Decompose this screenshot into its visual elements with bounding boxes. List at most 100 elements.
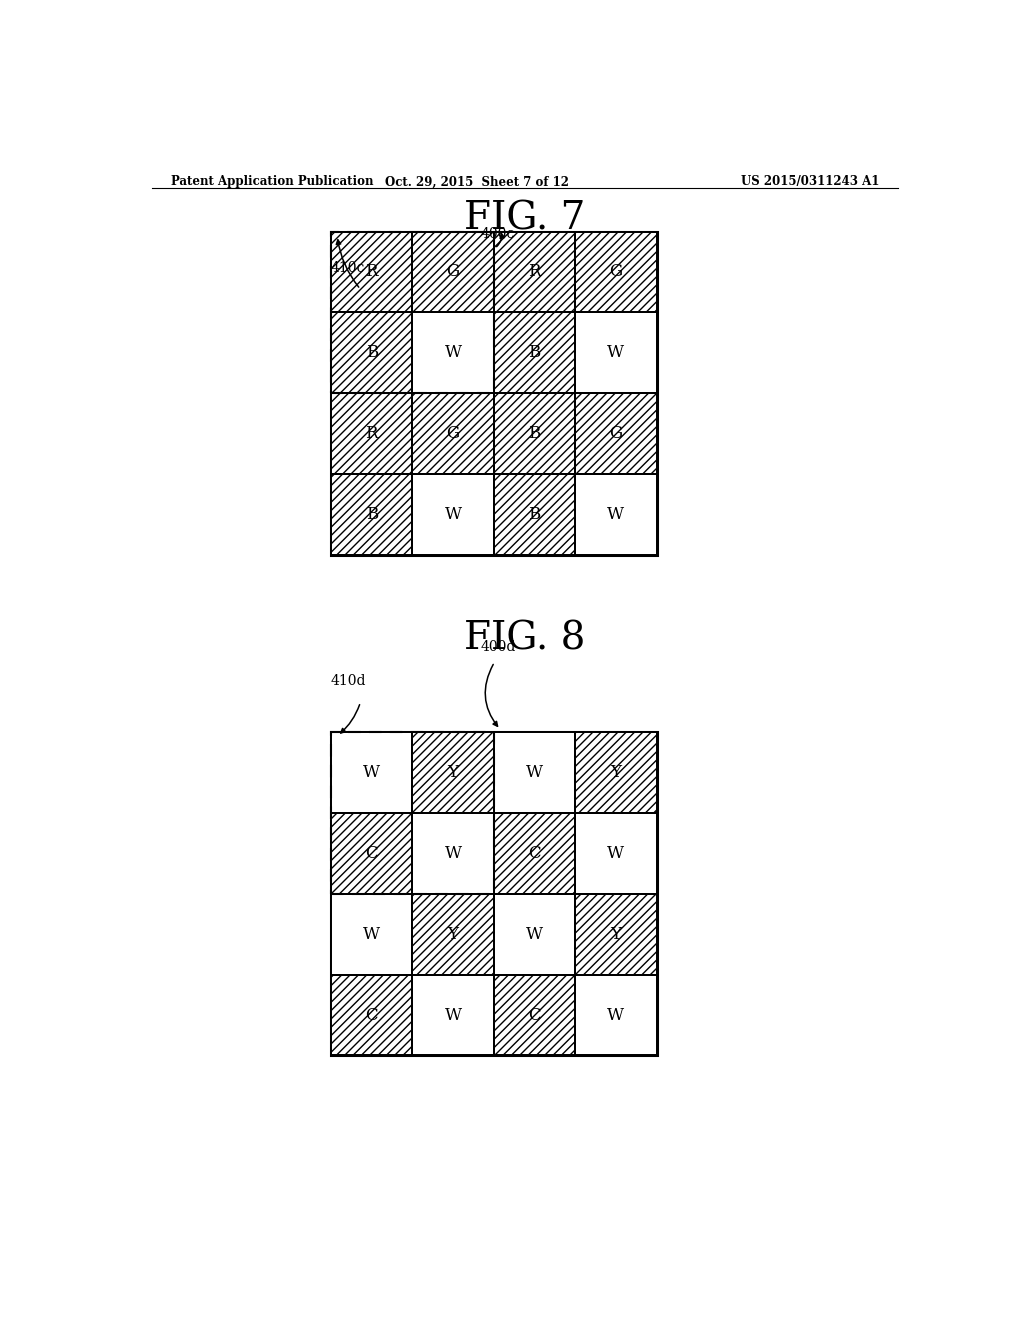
Text: C: C (528, 845, 541, 862)
Bar (331, 231, 656, 554)
Text: W: W (607, 845, 625, 862)
Bar (575, 813, 656, 894)
Text: B: B (528, 345, 541, 362)
Bar (494, 231, 575, 313)
Text: B: B (366, 345, 378, 362)
Bar (413, 974, 494, 1056)
Bar (331, 733, 656, 1056)
Bar (331, 733, 413, 813)
Bar (331, 393, 413, 474)
Bar (494, 894, 575, 974)
Text: FIG. 7: FIG. 7 (464, 201, 586, 238)
Bar (413, 894, 494, 974)
Bar (575, 813, 656, 894)
Bar (413, 231, 494, 313)
Bar (331, 474, 413, 554)
Bar (413, 313, 494, 393)
Bar (331, 813, 413, 894)
Text: W: W (526, 764, 543, 781)
Text: W: W (444, 345, 462, 362)
Text: Y: Y (610, 764, 622, 781)
Bar (494, 313, 575, 393)
Bar (413, 813, 494, 894)
Bar (575, 894, 656, 974)
Bar (575, 974, 656, 1056)
Bar (413, 894, 494, 974)
Bar (331, 974, 413, 1056)
Bar (494, 974, 575, 1056)
Bar (331, 313, 413, 393)
Bar (331, 974, 413, 1056)
Text: W: W (364, 925, 380, 942)
Text: G: G (446, 425, 460, 442)
Bar (494, 231, 575, 313)
Bar (331, 813, 413, 894)
Bar (494, 313, 575, 393)
Text: R: R (528, 264, 541, 280)
Bar (413, 974, 494, 1056)
Text: G: G (446, 264, 460, 280)
Text: Oct. 29, 2015  Sheet 7 of 12: Oct. 29, 2015 Sheet 7 of 12 (385, 176, 568, 189)
Text: 410c: 410c (331, 261, 366, 276)
Bar (331, 231, 413, 313)
Bar (575, 393, 656, 474)
Bar (494, 393, 575, 474)
Bar (413, 231, 494, 313)
Text: FIG. 8: FIG. 8 (464, 620, 586, 657)
Bar (494, 474, 575, 554)
Text: R: R (366, 425, 378, 442)
Bar (331, 894, 413, 974)
Bar (413, 393, 494, 474)
Bar (575, 733, 656, 813)
Text: W: W (607, 506, 625, 523)
Text: G: G (609, 264, 623, 280)
Bar (575, 894, 656, 974)
Bar (331, 474, 413, 554)
Text: Y: Y (447, 925, 459, 942)
Text: C: C (528, 1007, 541, 1023)
Bar (575, 474, 656, 554)
Bar (494, 974, 575, 1056)
Bar (575, 231, 656, 313)
Bar (494, 733, 575, 813)
Text: G: G (609, 425, 623, 442)
Bar (413, 733, 494, 813)
Text: C: C (366, 1007, 378, 1023)
Bar (494, 813, 575, 894)
Bar (331, 894, 413, 974)
Bar (494, 474, 575, 554)
Text: W: W (607, 1007, 625, 1023)
Bar (575, 313, 656, 393)
Text: US 2015/0311243 A1: US 2015/0311243 A1 (741, 176, 880, 189)
Bar (494, 813, 575, 894)
Bar (575, 231, 656, 313)
Bar (413, 393, 494, 474)
Text: Y: Y (447, 764, 459, 781)
Text: C: C (366, 845, 378, 862)
Bar (413, 733, 494, 813)
Text: R: R (366, 264, 378, 280)
Text: B: B (528, 506, 541, 523)
Bar (331, 733, 494, 894)
Bar (494, 733, 575, 813)
Bar (575, 974, 656, 1056)
Bar (413, 474, 494, 554)
Bar (331, 393, 413, 474)
Bar (331, 313, 413, 393)
Text: W: W (526, 925, 543, 942)
Text: W: W (607, 345, 625, 362)
Text: 410d: 410d (331, 675, 367, 688)
Bar (413, 474, 494, 554)
Text: 400c: 400c (480, 227, 515, 240)
Text: W: W (364, 764, 380, 781)
Bar (494, 393, 575, 474)
Text: B: B (366, 506, 378, 523)
Text: 400d: 400d (480, 640, 516, 655)
Bar (413, 813, 494, 894)
Text: B: B (528, 425, 541, 442)
Bar (575, 313, 656, 393)
Bar (575, 733, 656, 813)
Bar (575, 474, 656, 554)
Bar (575, 393, 656, 474)
Text: W: W (444, 506, 462, 523)
